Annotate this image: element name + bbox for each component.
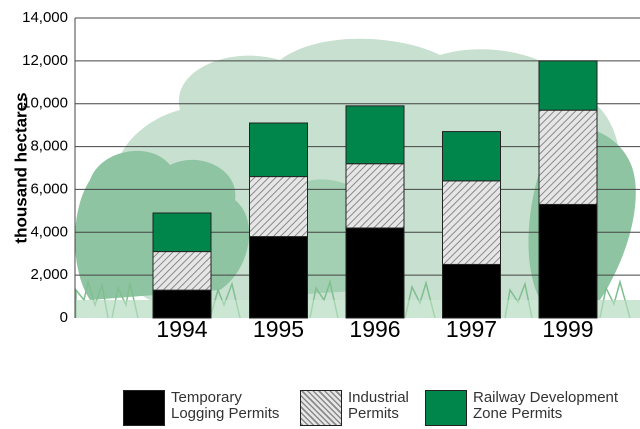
bar-segment	[152, 212, 212, 253]
y-tick-label: 12,000	[22, 52, 68, 69]
x-tick-label: 1995	[253, 316, 304, 342]
legend-label: Industrial Permits	[348, 389, 409, 422]
y-tick-label: 10,000	[22, 95, 68, 112]
x-tick-label: 1996	[349, 316, 400, 342]
bar-segment	[152, 251, 212, 291]
legend-item: Industrial Permits	[300, 390, 418, 426]
y-axis-label: thousand hectares	[11, 92, 30, 243]
bar-segment	[442, 180, 501, 265]
y-tick-label: 4,000	[30, 223, 68, 240]
bar-segment	[345, 227, 405, 319]
x-tick-label: 1999	[542, 316, 593, 342]
y-tick-label: 2,000	[30, 266, 68, 283]
y-tick-label: 6,000	[30, 180, 68, 197]
legend-item: Temporary Logging Permits	[123, 390, 281, 426]
y-tick-label: 14,000	[22, 9, 68, 26]
bar-segment	[442, 263, 501, 319]
bar-segment	[345, 163, 405, 229]
y-tick-label: 8,000	[30, 138, 68, 155]
bar-segment	[538, 109, 598, 205]
legend-label: Temporary Logging Permits	[171, 389, 280, 422]
bar-segment	[538, 203, 598, 319]
bar-segment	[345, 105, 405, 165]
bar-segment	[249, 176, 308, 238]
chart: thousand hectares 0 2,000 4,000 6,000 8,000 1…	[11, 9, 640, 342]
legend-label: Railway Development Zone Permits	[473, 389, 619, 422]
legend-swatch	[425, 390, 467, 426]
x-tick-label: 1997	[446, 316, 497, 342]
x-tick-label: 1994	[156, 316, 207, 342]
bar-segment	[249, 122, 308, 178]
legend-swatch	[300, 390, 342, 426]
y-tick-label: 0	[60, 309, 68, 326]
bar-segment	[538, 60, 598, 111]
bar-segment	[442, 131, 501, 182]
legend-item: Railway Development Zone Permits	[425, 390, 640, 426]
legend-swatch	[123, 390, 165, 426]
bar-segment	[249, 236, 308, 319]
bar-segment	[152, 289, 212, 319]
